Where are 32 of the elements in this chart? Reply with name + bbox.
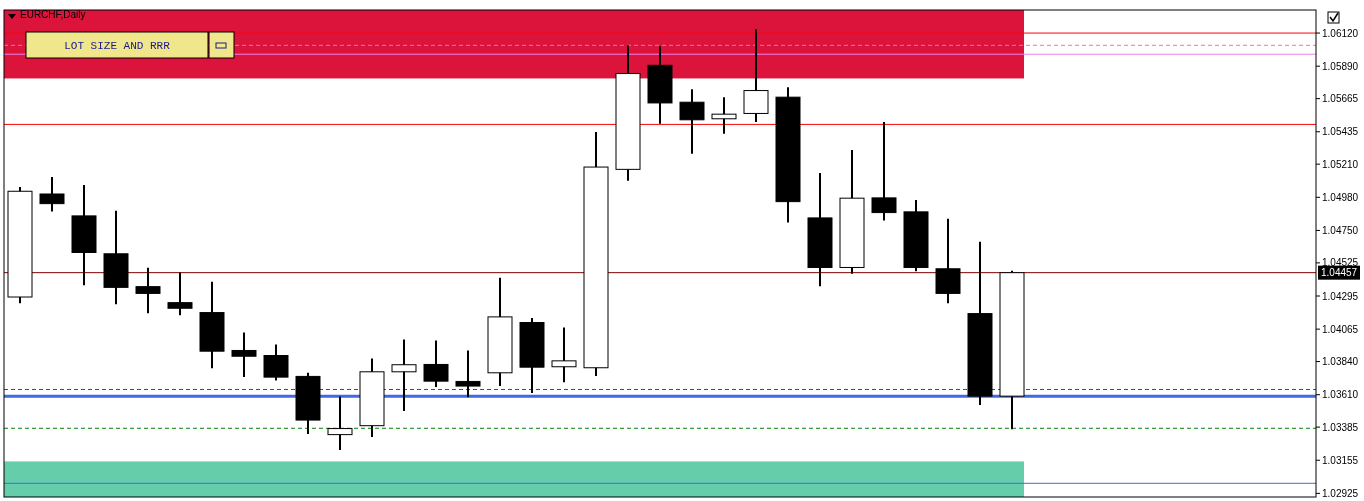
ref-line-label: 1.04457 (1321, 267, 1358, 279)
annotation: LOT SIZE AND RRR (64, 39, 171, 52)
y-tick-label: 1.04525 (1322, 257, 1359, 269)
y-tick-label: 1.06120 (1322, 27, 1359, 39)
y-tick-label: 1.04065 (1322, 323, 1359, 335)
candlestick (167, 272, 193, 316)
candlestick (391, 339, 417, 412)
candlestick (231, 332, 257, 378)
candlestick (743, 29, 769, 123)
y-tick-label: 1.05435 (1322, 126, 1359, 138)
chart-title: EURCHF,Daily (20, 9, 86, 20)
candlestick (871, 122, 897, 221)
candlestick (327, 396, 353, 450)
y-tick-label: 1.03155 (1322, 454, 1359, 466)
candlestick (135, 267, 161, 314)
y-tick-label: 1.05665 (1322, 93, 1359, 105)
y-tick-label: 1.05890 (1322, 60, 1359, 72)
candlestick (679, 89, 705, 154)
y-tick-label: 1.03385 (1322, 421, 1359, 433)
candlestick (711, 97, 737, 134)
candlestick (551, 327, 577, 383)
candlestick (455, 350, 481, 398)
y-tick-label: 1.03840 (1322, 356, 1359, 368)
candlestick (263, 344, 289, 381)
candlestick (423, 340, 449, 388)
y-tick-label: 1.05210 (1322, 158, 1359, 170)
y-tick-label: 1.03610 (1322, 389, 1359, 401)
y-tick-label: 1.04750 (1322, 224, 1359, 236)
candlestick (39, 177, 65, 212)
y-tick-label: 1.04980 (1322, 191, 1359, 203)
y-tick-label: 1.02925 (1322, 487, 1359, 499)
y-tick-label: 1.04295 (1322, 290, 1359, 302)
